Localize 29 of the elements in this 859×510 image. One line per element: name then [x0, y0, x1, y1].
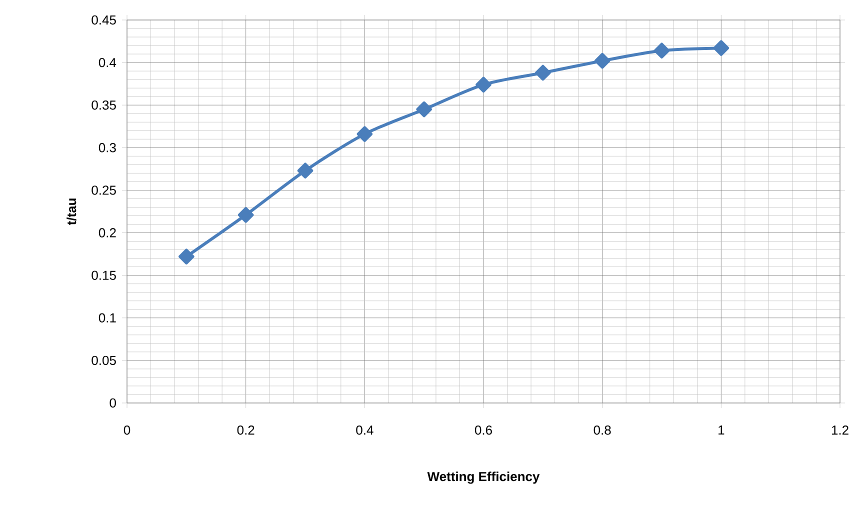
x-tick-label: 0 [124, 426, 130, 435]
point [535, 64, 551, 81]
y-tick-label: 0 [110, 398, 116, 408]
x-tick-label: 0.2 [237, 426, 254, 435]
y-tick-label: 0.4 [98, 58, 116, 68]
point [654, 42, 670, 58]
point [356, 126, 373, 142]
y-tick-label: 0.15 [92, 270, 116, 280]
x-tick-label: 1.2 [832, 426, 848, 435]
point [713, 40, 730, 56]
x-tick-label: 0.4 [356, 426, 374, 435]
y-tick-label: 0.3 [98, 143, 116, 152]
y-axis-title: t/tau [66, 198, 76, 226]
y-tick-label: 0.2 [98, 228, 116, 238]
point [297, 162, 314, 178]
x-axis-title: Wetting Efficiency [427, 472, 540, 484]
y-tick-label: 0.35 [92, 100, 116, 110]
point [178, 248, 194, 264]
point [238, 207, 254, 223]
x-tick-label: 1 [718, 426, 724, 434]
y-tick-label: 0.45 [92, 15, 116, 25]
x-tick-label: 0.8 [594, 426, 611, 435]
point [594, 52, 610, 69]
point [416, 101, 432, 118]
point [476, 76, 492, 93]
y-tick-label: 0.25 [92, 186, 116, 195]
y-tick-label: 0.05 [92, 356, 116, 366]
y-tick-label: 0.1 [98, 313, 116, 322]
x-tick-label: 0.6 [474, 426, 492, 435]
